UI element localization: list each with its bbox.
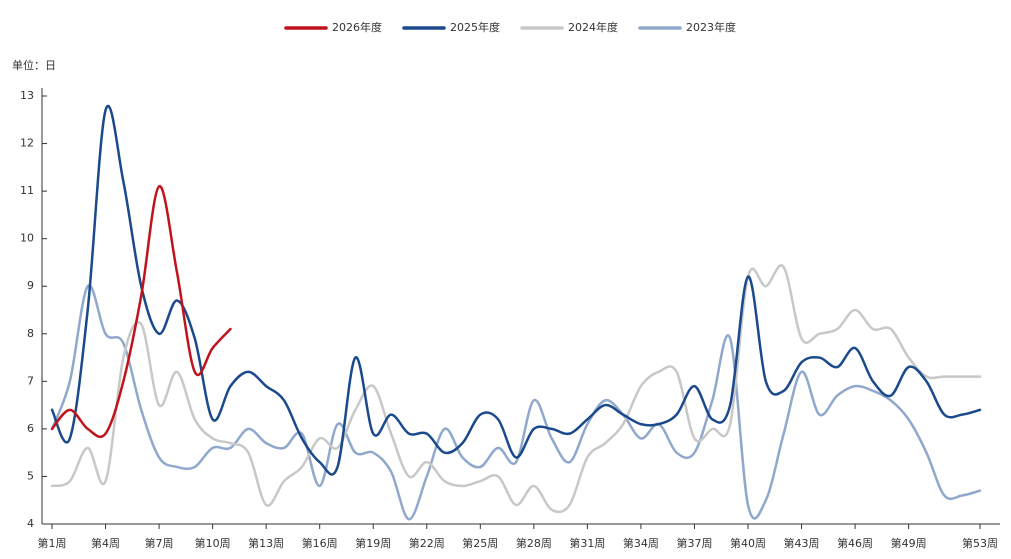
legend-label: 2025年度 <box>450 20 500 34</box>
y-tick-label: 5 <box>27 469 34 482</box>
y-tick-label: 6 <box>27 422 34 435</box>
y-tick-label: 13 <box>20 89 34 102</box>
x-tick-label: 第46周 <box>837 536 873 550</box>
x-tick-label: 第49周 <box>891 536 927 550</box>
y-tick-label: 4 <box>27 517 34 530</box>
x-tick-label: 第10周 <box>195 536 231 550</box>
x-tick-label: 第4周 <box>91 536 120 550</box>
legend-label: 2023年度 <box>686 20 736 34</box>
x-tick-label: 第25周 <box>462 536 498 550</box>
y-axis-label: 单位：日 <box>12 58 56 72</box>
x-tick-label: 第28周 <box>516 536 552 550</box>
y-tick-label: 8 <box>27 327 34 340</box>
x-tick-label: 第13周 <box>248 536 284 550</box>
series-line <box>50 185 232 439</box>
series-line <box>50 264 982 514</box>
x-tick-label: 第16周 <box>302 536 338 550</box>
x-tick-label: 第7周 <box>145 536 174 550</box>
x-tick-label: 第1周 <box>38 536 67 550</box>
y-tick-label: 7 <box>27 374 34 387</box>
y-tick-label: 10 <box>20 232 34 245</box>
y-tick-label: 9 <box>27 279 34 292</box>
x-tick-label: 第53周 <box>962 536 998 550</box>
y-tick-label: 11 <box>20 184 34 197</box>
x-tick-label: 第31周 <box>569 536 605 550</box>
x-tick-label: 第19周 <box>355 536 391 550</box>
legend-label: 2026年度 <box>332 20 382 34</box>
series-line <box>50 105 982 476</box>
x-tick-label: 第22周 <box>409 536 445 550</box>
y-tick-label: 12 <box>20 137 34 150</box>
x-tick-label: 第37周 <box>676 536 712 550</box>
series-line <box>50 284 982 521</box>
x-tick-label: 第40周 <box>730 536 766 550</box>
x-tick-label: 第34周 <box>623 536 659 550</box>
legend-label: 2024年度 <box>568 20 618 34</box>
x-tick-label: 第43周 <box>784 536 820 550</box>
